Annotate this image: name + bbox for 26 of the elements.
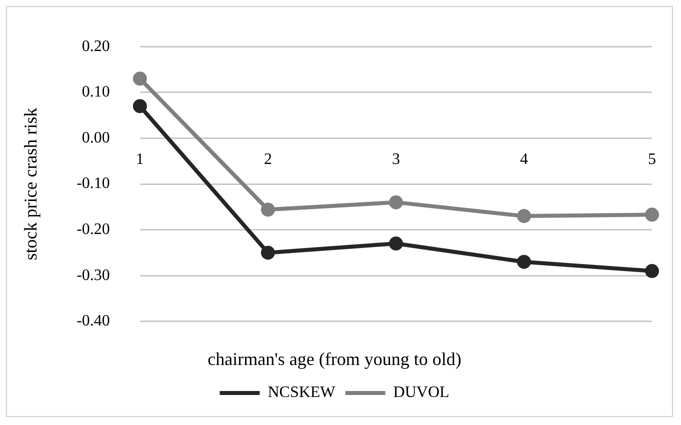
point (388, 236, 403, 251)
point (516, 209, 531, 224)
y-tick-label: 0.10 (82, 84, 110, 101)
x-tick-label: 4 (520, 151, 528, 168)
y-tick-label: -0.40 (76, 312, 110, 330)
x-tick-label: 2 (264, 151, 272, 168)
point (516, 254, 531, 269)
point (260, 202, 275, 217)
y-tick-label: 0.00 (82, 129, 110, 146)
point (132, 99, 147, 114)
legend-label: DUVOL (393, 384, 450, 402)
point (260, 246, 275, 260)
point (388, 195, 403, 210)
y-tick-label: 0.20 (82, 38, 110, 55)
y-tick-label: -0.10 (76, 175, 110, 192)
y-tick-label: -0.20 (76, 221, 110, 238)
x-tick-label: 1 (136, 151, 144, 168)
legend-label: NCSKEW (268, 384, 336, 402)
x-axis-title: chairman's age (from young to old) (208, 349, 462, 370)
x-tick-label: 5 (648, 151, 656, 168)
point (645, 264, 659, 278)
point (645, 208, 659, 222)
y-axis-title: stock price crash risk (20, 108, 41, 260)
point (132, 72, 147, 86)
y-tick-label: -0.30 (76, 266, 110, 284)
x-tick-label: 3 (392, 151, 400, 168)
